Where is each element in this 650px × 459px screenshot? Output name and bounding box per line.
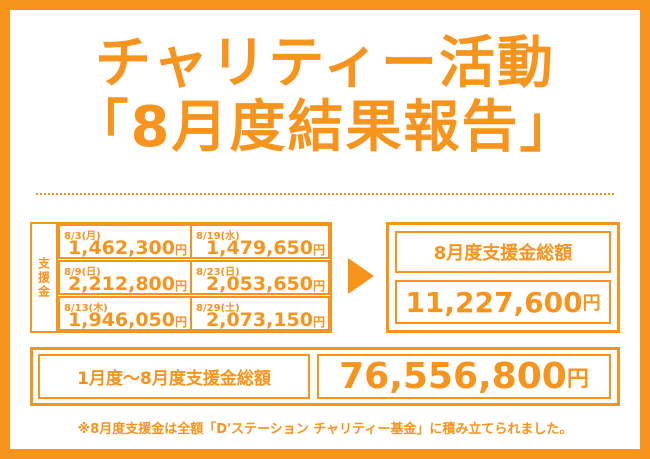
daily-cell: 8/19(水) 1,479,650円 — [190, 224, 330, 259]
dotted-divider — [36, 193, 614, 195]
daily-amount: 2,053,650円 — [206, 273, 325, 295]
daily-cell: 8/9(日) 2,212,800円 — [58, 260, 192, 295]
daily-amount: 1,479,650円 — [206, 237, 325, 259]
daily-date: 8/19(水) — [196, 231, 240, 242]
daily-amount: 1,946,050円 — [68, 309, 187, 331]
daily-cell: 8/3(月) 1,462,300円 — [58, 224, 192, 259]
side-label: 支援金 — [36, 256, 51, 299]
daily-cell: 8/29(土) 2,073,150円 — [190, 296, 330, 331]
daily-cell: 8/13(木) 1,946,050円 — [58, 296, 192, 331]
title-line-2: 「8月度結果報告」 — [72, 95, 578, 160]
monthly-total-value: 11,227,600 円 — [395, 280, 611, 324]
side-label-cell: 支援金 — [32, 224, 58, 331]
daily-date: 8/9(日) — [64, 267, 101, 278]
daily-date: 8/29(土) — [196, 303, 240, 314]
cumulative-total-value: 76,556,800 円 — [317, 354, 611, 399]
daily-date: 8/13(木) — [64, 303, 108, 314]
monthly-total-box: 8月度支援金総額 11,227,600 円 — [386, 222, 620, 333]
daily-donations-table: 支援金 8/3(月) 1,462,300円 8/19(水) 1,479,650円… — [30, 222, 332, 333]
daily-amount: 1,462,300円 — [68, 237, 187, 259]
daily-amount: 2,212,800円 — [68, 273, 187, 295]
daily-date: 8/23(日) — [196, 267, 240, 278]
daily-date: 8/3(月) — [64, 231, 101, 242]
daily-cell: 8/23(日) 2,053,650円 — [190, 260, 330, 295]
cumulative-total-label: 1月度〜8月度支援金総額 — [38, 354, 310, 399]
title-line-1: チャリティー活動 — [94, 31, 556, 96]
footnote: ※8月度支援金は全額「D'ステーション チャリティー基金」に積み立てられました。 — [77, 422, 573, 437]
daily-amount: 2,073,150円 — [206, 309, 325, 331]
cumulative-total-box: 1月度〜8月度支援金総額 76,556,800 円 — [30, 347, 620, 406]
arrow-right-icon — [348, 258, 374, 294]
monthly-total-label: 8月度支援金総額 — [395, 231, 611, 273]
